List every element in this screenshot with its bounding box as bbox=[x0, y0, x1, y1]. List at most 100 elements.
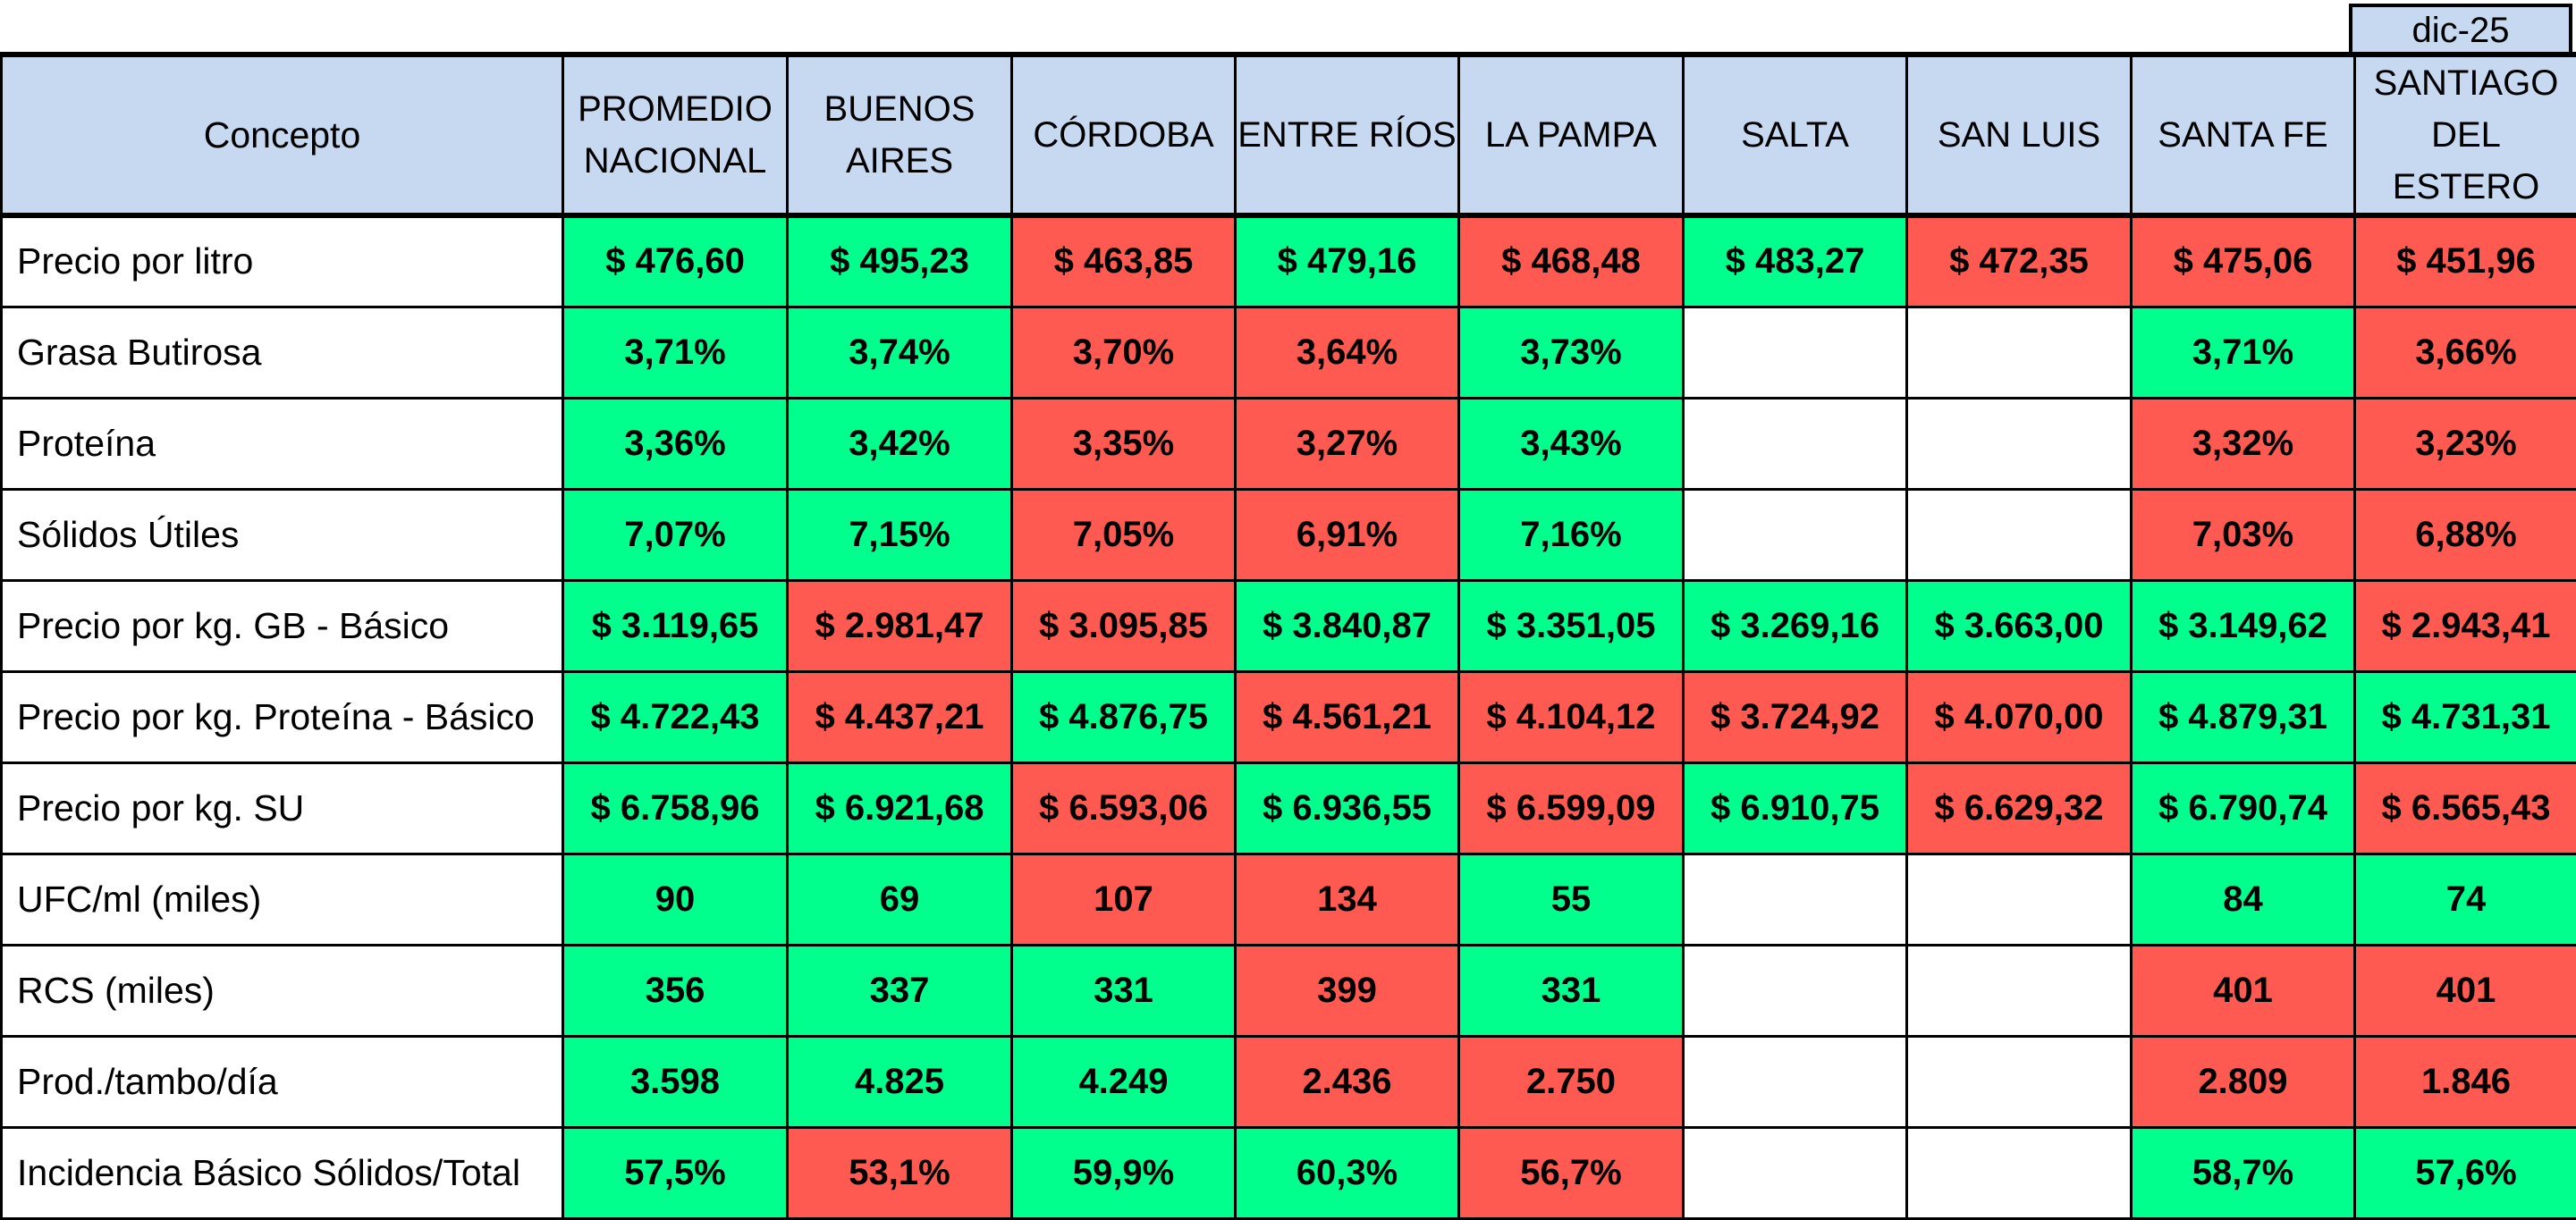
column-header: SALTA bbox=[1684, 55, 1907, 215]
column-header: ENTRE RÍOS bbox=[1236, 55, 1459, 215]
value-cell bbox=[1684, 489, 1907, 580]
value-cell: $ 6.565,43 bbox=[2355, 762, 2576, 854]
value-cell: 4.249 bbox=[1012, 1036, 1236, 1127]
column-header: SAN LUIS bbox=[1907, 55, 2132, 215]
value-cell: $ 451,96 bbox=[2355, 215, 2576, 307]
row-label: RCS (miles) bbox=[2, 945, 563, 1036]
value-cell: 7,03% bbox=[2132, 489, 2355, 580]
value-cell: 3,71% bbox=[2132, 307, 2355, 398]
row-label: Precio por kg. SU bbox=[2, 762, 563, 854]
value-cell: $ 475,06 bbox=[2132, 215, 2355, 307]
value-cell: $ 3.269,16 bbox=[1684, 580, 1907, 671]
value-cell: 401 bbox=[2355, 945, 2576, 1036]
value-cell: $ 468,48 bbox=[1459, 215, 1684, 307]
value-cell: 3,71% bbox=[563, 307, 788, 398]
value-cell: 2.750 bbox=[1459, 1036, 1684, 1127]
row-label: Proteína bbox=[2, 398, 563, 489]
value-cell: 60,3% bbox=[1236, 1127, 1459, 1218]
column-header-line: SAN LUIS bbox=[1908, 109, 2130, 161]
row-label: Precio por kg. GB - Básico bbox=[2, 580, 563, 671]
value-cell: 3,32% bbox=[2132, 398, 2355, 489]
value-cell: 3,35% bbox=[1012, 398, 1236, 489]
value-cell: $ 6.936,55 bbox=[1236, 762, 1459, 854]
value-cell: $ 3.351,05 bbox=[1459, 580, 1684, 671]
value-cell: 331 bbox=[1012, 945, 1236, 1036]
value-cell: $ 2.981,47 bbox=[788, 580, 1012, 671]
value-cell: 7,05% bbox=[1012, 489, 1236, 580]
column-header: SANTA FE bbox=[2132, 55, 2355, 215]
value-cell: 3,43% bbox=[1459, 398, 1684, 489]
value-cell: 3,70% bbox=[1012, 307, 1236, 398]
value-cell: $ 3.663,00 bbox=[1907, 580, 2132, 671]
value-cell bbox=[1907, 1127, 2132, 1218]
value-cell: 3.598 bbox=[563, 1036, 788, 1127]
value-cell: $ 495,23 bbox=[788, 215, 1012, 307]
value-cell: 3,36% bbox=[563, 398, 788, 489]
value-cell: 55 bbox=[1459, 854, 1684, 945]
value-cell: 3,23% bbox=[2355, 398, 2576, 489]
table-row: Precio por kg. SU$ 6.758,96$ 6.921,68$ 6… bbox=[2, 762, 2576, 854]
value-cell bbox=[1907, 945, 2132, 1036]
value-cell: 84 bbox=[2132, 854, 2355, 945]
value-cell bbox=[1684, 398, 1907, 489]
column-header-line: SANTIAGO bbox=[2356, 57, 2576, 109]
value-cell: 107 bbox=[1012, 854, 1236, 945]
value-cell bbox=[1684, 1127, 1907, 1218]
value-cell bbox=[1684, 1036, 1907, 1127]
value-cell: $ 483,27 bbox=[1684, 215, 1907, 307]
table-row: Precio por kg. Proteína - Básico$ 4.722,… bbox=[2, 671, 2576, 762]
value-cell bbox=[1684, 307, 1907, 398]
value-cell: 6,88% bbox=[2355, 489, 2576, 580]
value-cell: $ 6.910,75 bbox=[1684, 762, 1907, 854]
column-header-line: NACIONAL bbox=[564, 135, 786, 187]
value-cell: $ 4.731,31 bbox=[2355, 671, 2576, 762]
value-cell: 3,27% bbox=[1236, 398, 1459, 489]
value-cell: 57,5% bbox=[563, 1127, 788, 1218]
value-cell: 3,64% bbox=[1236, 307, 1459, 398]
value-cell: 401 bbox=[2132, 945, 2355, 1036]
value-cell: $ 6.790,74 bbox=[2132, 762, 2355, 854]
column-header: LA PAMPA bbox=[1459, 55, 1684, 215]
row-label: Prod./tambo/día bbox=[2, 1036, 563, 1127]
row-label: Precio por litro bbox=[2, 215, 563, 307]
row-label: UFC/ml (miles) bbox=[2, 854, 563, 945]
value-cell: $ 4.104,12 bbox=[1459, 671, 1684, 762]
value-cell bbox=[1907, 398, 2132, 489]
value-cell: $ 479,16 bbox=[1236, 215, 1459, 307]
value-cell: 58,7% bbox=[2132, 1127, 2355, 1218]
value-cell: 3,66% bbox=[2355, 307, 2576, 398]
row-label: Incidencia Básico Sólidos/Total bbox=[2, 1127, 563, 1218]
value-cell: 56,7% bbox=[1459, 1127, 1684, 1218]
value-cell: 74 bbox=[2355, 854, 2576, 945]
value-cell: 90 bbox=[563, 854, 788, 945]
value-cell: 69 bbox=[788, 854, 1012, 945]
value-cell: 3,73% bbox=[1459, 307, 1684, 398]
table-row: Precio por litro$ 476,60$ 495,23$ 463,85… bbox=[2, 215, 2576, 307]
value-cell: $ 6.921,68 bbox=[788, 762, 1012, 854]
value-cell: 6,91% bbox=[1236, 489, 1459, 580]
value-cell: $ 4.879,31 bbox=[2132, 671, 2355, 762]
concept-header: Concepto bbox=[2, 55, 563, 215]
column-header-line: PROMEDIO bbox=[564, 83, 786, 135]
value-cell: $ 4.437,21 bbox=[788, 671, 1012, 762]
value-cell: 337 bbox=[788, 945, 1012, 1036]
column-header-line: SANTA FE bbox=[2133, 109, 2353, 161]
value-cell: 7,15% bbox=[788, 489, 1012, 580]
value-cell: $ 4.722,43 bbox=[563, 671, 788, 762]
value-cell: $ 6.629,32 bbox=[1907, 762, 2132, 854]
value-cell bbox=[1907, 854, 2132, 945]
value-cell: 57,6% bbox=[2355, 1127, 2576, 1218]
row-label: Sólidos Útiles bbox=[2, 489, 563, 580]
value-cell: $ 463,85 bbox=[1012, 215, 1236, 307]
column-header-line: LA PAMPA bbox=[1460, 109, 1682, 161]
value-cell: $ 6.599,09 bbox=[1459, 762, 1684, 854]
column-header-line: AIRES bbox=[789, 135, 1010, 187]
